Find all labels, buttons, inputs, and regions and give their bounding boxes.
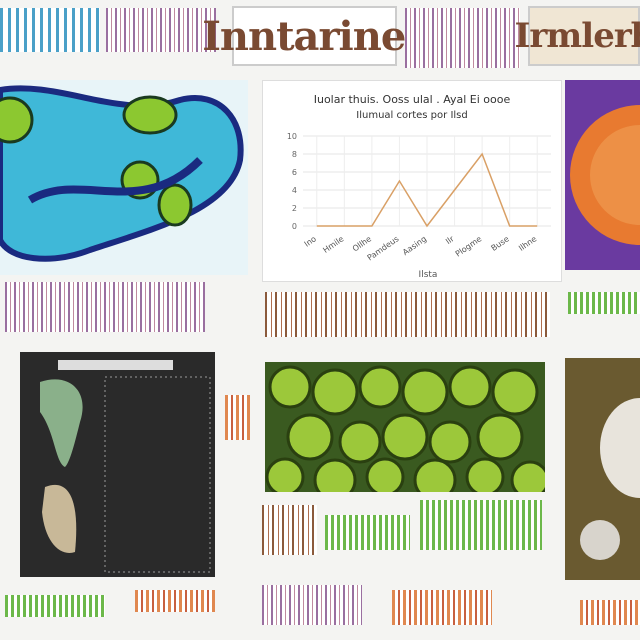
thumbnail bbox=[262, 505, 317, 555]
thumbnail bbox=[262, 585, 362, 625]
y-tick-label: 8 bbox=[292, 150, 297, 159]
line bbox=[316, 152, 538, 228]
thumbnail bbox=[5, 282, 205, 332]
chart-subtitle: Ilumual cortes por Ilsd bbox=[356, 110, 467, 121]
thumbnail bbox=[392, 590, 492, 625]
x-tick-label: Plogme bbox=[454, 234, 484, 258]
x-tick-label: Buse bbox=[490, 234, 511, 253]
x-tick-label: Ino bbox=[303, 234, 318, 249]
header-title: Inntarines bbox=[202, 6, 428, 66]
texture-image bbox=[565, 80, 640, 270]
x-tick-label: Ilhne bbox=[517, 234, 538, 253]
x-tick-label: Ilr bbox=[444, 234, 456, 246]
chart: Iuolar thuis. Ooss ulal . Ayal Ei oooe I… bbox=[262, 80, 562, 282]
x-tick-label: Hmile bbox=[321, 234, 345, 255]
thumbnail bbox=[0, 8, 100, 52]
thumbnail bbox=[325, 515, 410, 550]
side-title: Irmlerb bbox=[514, 6, 640, 66]
thumbnail bbox=[225, 395, 250, 440]
x-axis-label: Ilsta bbox=[419, 270, 438, 280]
cell-image bbox=[265, 362, 545, 492]
thumbnail bbox=[405, 8, 520, 68]
y-tick-label: 4 bbox=[292, 186, 297, 195]
thumbnail bbox=[265, 292, 550, 337]
y-tick-label: 6 bbox=[292, 168, 297, 177]
mushroom-image bbox=[565, 358, 640, 580]
y-tick-label: 2 bbox=[292, 204, 297, 213]
chart-title: Iuolar thuis. Ooss ulal . Ayal Ei oooe bbox=[314, 93, 511, 106]
y-tick-label: 0 bbox=[292, 222, 297, 231]
abstract-image bbox=[0, 80, 248, 275]
x-tick-label: Aasing bbox=[401, 234, 428, 257]
thumbnail bbox=[420, 500, 542, 550]
thumbnail bbox=[580, 600, 640, 625]
thumbnail bbox=[135, 590, 215, 612]
thumbnail bbox=[5, 595, 105, 617]
x-tick-label: Ollhe bbox=[351, 234, 373, 253]
thumbnail bbox=[106, 8, 216, 52]
x-tick-label: Pamdeus bbox=[366, 234, 401, 262]
thumbnail bbox=[568, 292, 640, 314]
y-tick-label: 10 bbox=[287, 132, 297, 141]
dark-panel bbox=[20, 352, 215, 577]
